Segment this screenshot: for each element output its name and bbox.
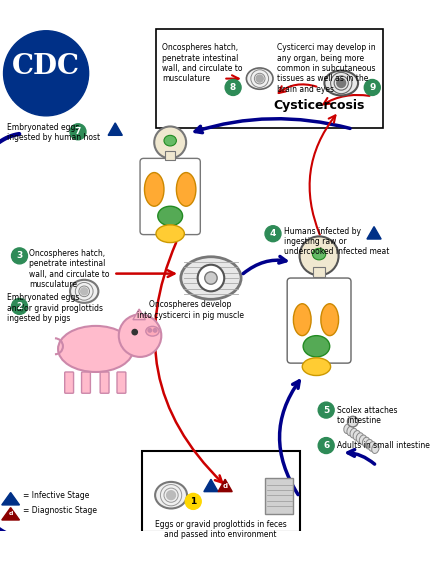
Ellipse shape xyxy=(144,173,164,206)
Circle shape xyxy=(70,124,86,140)
Text: 3: 3 xyxy=(16,252,23,260)
Ellipse shape xyxy=(362,437,369,447)
Ellipse shape xyxy=(158,206,182,225)
Circle shape xyxy=(153,328,157,332)
FancyBboxPatch shape xyxy=(156,29,382,128)
Ellipse shape xyxy=(181,257,240,299)
Circle shape xyxy=(363,80,379,95)
Ellipse shape xyxy=(371,444,378,453)
Polygon shape xyxy=(366,227,380,239)
Text: Oncospheres develop
into cysticerci in pig muscle: Oncospheres develop into cysticerci in p… xyxy=(137,300,243,320)
Ellipse shape xyxy=(155,482,187,508)
Ellipse shape xyxy=(320,304,338,336)
Circle shape xyxy=(256,75,263,82)
Text: Cysticerci may develop in
any organ, being more
common in subcutaneous
tissues a: Cysticerci may develop in any organ, bei… xyxy=(276,43,374,94)
Text: 2: 2 xyxy=(16,302,23,311)
Circle shape xyxy=(317,437,333,453)
Circle shape xyxy=(11,248,27,264)
Ellipse shape xyxy=(70,280,98,303)
Ellipse shape xyxy=(156,225,184,243)
Circle shape xyxy=(225,80,240,95)
Text: 6: 6 xyxy=(322,441,329,450)
Circle shape xyxy=(154,127,186,158)
Ellipse shape xyxy=(365,440,372,449)
Ellipse shape xyxy=(343,424,350,433)
Circle shape xyxy=(347,416,357,427)
Circle shape xyxy=(204,272,217,284)
Polygon shape xyxy=(133,309,145,320)
FancyBboxPatch shape xyxy=(264,478,293,514)
Text: 4: 4 xyxy=(269,229,276,238)
Text: 5: 5 xyxy=(322,406,329,415)
Text: 8: 8 xyxy=(230,83,236,92)
Ellipse shape xyxy=(346,426,353,436)
Text: CDC: CDC xyxy=(12,53,80,80)
Text: Embryonated eggs
ingested by human host: Embryonated eggs ingested by human host xyxy=(7,123,100,143)
Text: Adults in small intestine: Adults in small intestine xyxy=(336,441,429,450)
Text: = Diagnostic Stage: = Diagnostic Stage xyxy=(23,506,97,515)
Ellipse shape xyxy=(352,431,360,440)
Circle shape xyxy=(197,265,224,291)
Ellipse shape xyxy=(164,135,176,146)
Text: = Infective Stage: = Infective Stage xyxy=(23,491,89,500)
Ellipse shape xyxy=(302,336,329,357)
Ellipse shape xyxy=(355,433,363,442)
Ellipse shape xyxy=(246,68,273,89)
Circle shape xyxy=(11,298,27,314)
Circle shape xyxy=(3,31,89,116)
Ellipse shape xyxy=(58,326,133,372)
FancyBboxPatch shape xyxy=(141,451,300,532)
Ellipse shape xyxy=(368,442,375,451)
Polygon shape xyxy=(108,123,122,135)
Circle shape xyxy=(317,402,333,418)
Text: Oncospheres hatch,
penetrate intestinal
wall, and circulate to
musculature: Oncospheres hatch, penetrate intestinal … xyxy=(29,249,109,289)
Circle shape xyxy=(336,78,345,87)
Ellipse shape xyxy=(324,70,357,95)
FancyBboxPatch shape xyxy=(164,151,175,160)
Ellipse shape xyxy=(293,304,310,336)
FancyBboxPatch shape xyxy=(100,372,109,393)
Circle shape xyxy=(299,236,338,275)
Circle shape xyxy=(148,328,151,332)
FancyBboxPatch shape xyxy=(312,266,325,277)
FancyBboxPatch shape xyxy=(286,278,350,363)
Text: Oncospheres hatch,
penetrate intestinal
wall, and circulate to
musculature: Oncospheres hatch, penetrate intestinal … xyxy=(162,43,242,83)
Text: 1: 1 xyxy=(190,497,196,506)
FancyBboxPatch shape xyxy=(117,372,125,393)
Polygon shape xyxy=(2,492,20,505)
FancyBboxPatch shape xyxy=(81,372,90,393)
Circle shape xyxy=(264,225,280,242)
Ellipse shape xyxy=(176,173,195,206)
Polygon shape xyxy=(217,479,232,492)
Circle shape xyxy=(132,329,137,335)
Circle shape xyxy=(185,494,201,509)
Ellipse shape xyxy=(349,428,356,438)
Text: 7: 7 xyxy=(75,127,81,136)
Text: 9: 9 xyxy=(368,83,375,92)
Ellipse shape xyxy=(312,248,325,260)
Circle shape xyxy=(118,314,161,357)
Polygon shape xyxy=(2,508,20,520)
Text: Cysticercosis: Cysticercosis xyxy=(273,99,364,112)
Text: Eggs or gravid proglottids in feces
and passed into environment: Eggs or gravid proglottids in feces and … xyxy=(155,520,286,540)
Circle shape xyxy=(166,491,175,500)
Text: d: d xyxy=(222,483,227,489)
Text: Embryonated eggs
and/or gravid proglottids
ingested by pigs: Embryonated eggs and/or gravid proglotti… xyxy=(7,293,103,323)
Text: SAFER·HEALTHIER·PEOPLE™: SAFER·HEALTHIER·PEOPLE™ xyxy=(11,97,81,102)
Text: d: d xyxy=(8,511,13,516)
Circle shape xyxy=(80,288,88,295)
Ellipse shape xyxy=(145,327,159,336)
Text: Scolex attaches
to intestine: Scolex attaches to intestine xyxy=(336,406,396,425)
Text: Humans infected by
ingesting raw or
undercooked infected meat: Humans infected by ingesting raw or unde… xyxy=(283,227,388,256)
Ellipse shape xyxy=(358,435,366,445)
Ellipse shape xyxy=(302,358,330,375)
FancyBboxPatch shape xyxy=(140,158,200,235)
FancyBboxPatch shape xyxy=(65,372,73,393)
Polygon shape xyxy=(204,479,217,492)
